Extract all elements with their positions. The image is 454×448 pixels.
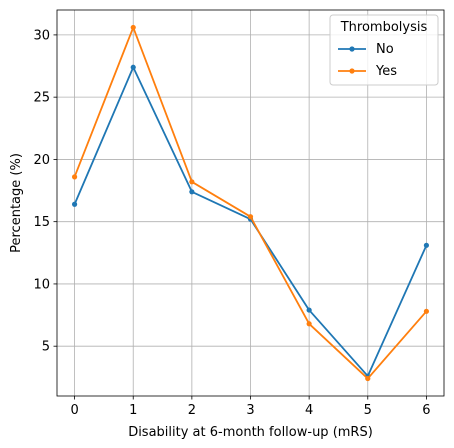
y-tick-label: 20 [33,153,50,168]
data-point [247,214,254,220]
x-tick-label: 0 [70,403,78,418]
data-point [189,189,195,195]
data-point [71,201,78,207]
legend-box [329,14,439,86]
x-tick-label: 4 [305,403,313,418]
y-tick-label: 10 [33,277,50,292]
legend-entries: No Yes [338,42,397,79]
series-layer [71,24,430,382]
data-point [130,24,136,31]
x-tick-label: 6 [422,403,430,418]
axis-ticks: 0 1 2 3 4 5 6 5 10 15 20 25 30 [33,28,430,418]
legend-label: No [376,42,394,57]
data-point [423,308,430,314]
y-tick-label: 5 [42,340,50,355]
legend: Thrombolysis No Yes [329,14,439,86]
data-point [306,321,312,327]
data-point [130,64,136,70]
y-axis-label: Percentage (%) [9,153,24,253]
legend-label: Yes [375,64,397,79]
x-tick-label: 2 [188,403,196,418]
series-yes [71,24,430,382]
x-tick-label: 1 [129,403,137,418]
y-tick-label: 15 [33,215,50,230]
legend-marker [349,68,355,74]
data-point [423,242,430,248]
y-tick-label: 25 [33,91,50,106]
legend-marker [349,46,355,52]
data-point [365,375,371,382]
legend-entry-yes: Yes [338,64,397,79]
x-axis-label: Disability at 6-month follow-up (mRS) [128,425,373,440]
legend-entry-no: No [338,42,394,57]
y-tick-label: 30 [33,28,50,43]
x-tick-label: 3 [246,403,254,418]
legend-title: Thrombolysis [340,20,428,35]
data-point [71,174,78,180]
x-tick-label: 5 [364,403,372,418]
data-point [306,307,312,313]
data-point [189,179,195,185]
